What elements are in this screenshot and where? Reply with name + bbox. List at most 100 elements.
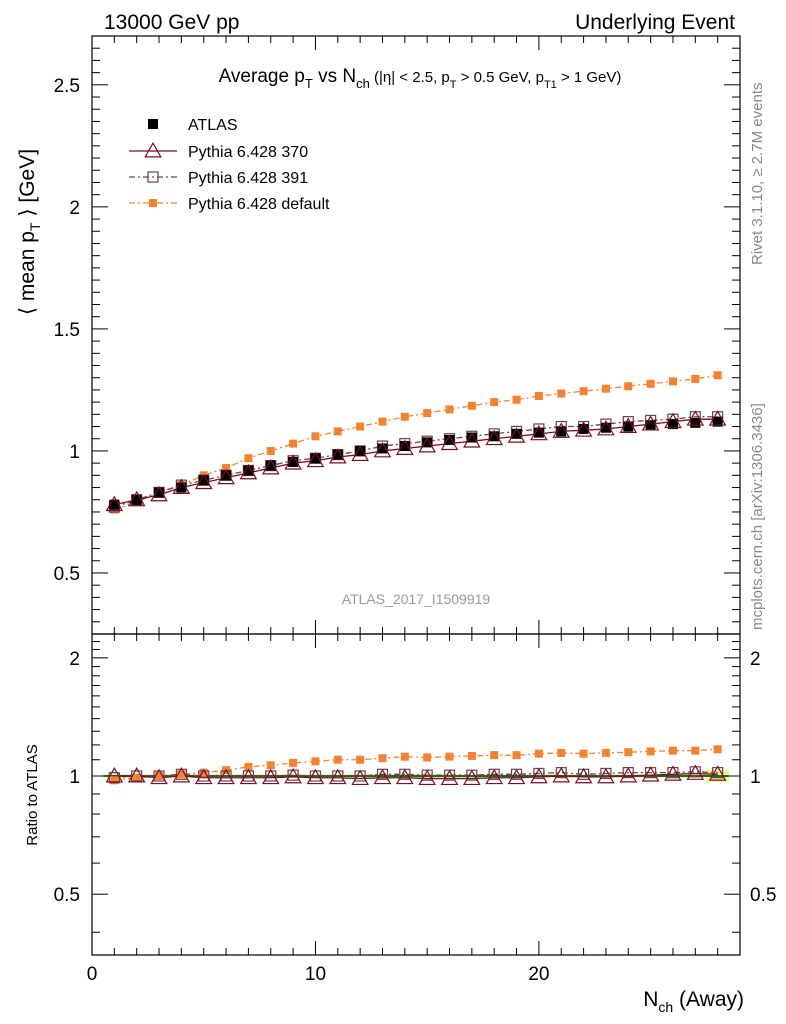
x-tick-label: 20 bbox=[528, 964, 549, 985]
ratio-marker-default bbox=[646, 747, 655, 756]
marker-atlas bbox=[198, 475, 209, 486]
marker-atlas bbox=[422, 437, 433, 448]
mcplots-label: mcplots.cern.ch [arXiv:1306.3436] bbox=[749, 403, 766, 630]
marker-atlas bbox=[377, 443, 388, 454]
marker-atlas bbox=[131, 494, 142, 505]
marker-default bbox=[668, 377, 677, 386]
plot-title: Average pT vs Nch (|η| < 2.5, pT > 0.5 G… bbox=[219, 66, 622, 91]
ratio-y-tick-label-right: 2 bbox=[750, 649, 761, 670]
y-tick-label: 1 bbox=[69, 442, 80, 463]
header-right: Underlying Event bbox=[575, 11, 735, 34]
ratio-marker-370 bbox=[686, 764, 705, 780]
ratio-marker-370 bbox=[105, 766, 124, 783]
ratio-marker-default bbox=[266, 761, 275, 770]
ratio-marker-370 bbox=[463, 769, 481, 786]
marker-default bbox=[378, 417, 387, 426]
marker-default bbox=[289, 439, 298, 448]
marker-atlas bbox=[712, 416, 723, 427]
legend-label: Pythia 6.428 370 bbox=[188, 144, 308, 161]
marker-370 bbox=[418, 437, 437, 453]
header-left: 13000 GeV pp bbox=[104, 11, 239, 34]
ratio-marker-370 bbox=[485, 768, 504, 785]
x-tick-label: 10 bbox=[305, 964, 326, 985]
y-axis-label-sub: T bbox=[27, 222, 43, 231]
ratio-line-391 bbox=[114, 771, 718, 779]
marker-370 bbox=[328, 448, 347, 464]
marker-370 bbox=[619, 417, 638, 433]
marker-atlas bbox=[489, 431, 500, 442]
title-cuts-b-sub: T1 bbox=[544, 79, 557, 91]
ratio-y-tick-label: 2 bbox=[69, 649, 80, 670]
ratio-marker-370 bbox=[172, 766, 191, 783]
ratio-y-tick-label: 0.5 bbox=[54, 885, 80, 906]
marker-default bbox=[311, 432, 320, 441]
marker-370 bbox=[150, 485, 168, 502]
ratio-marker-370 bbox=[351, 769, 369, 786]
ratio-marker-370 bbox=[306, 768, 325, 785]
ratio-marker-370 bbox=[239, 768, 258, 785]
marker-atlas bbox=[578, 423, 589, 434]
y-axis-label-prefix: ⟨ mean p bbox=[16, 231, 39, 315]
marker-atlas bbox=[690, 417, 701, 428]
marker-370 bbox=[686, 410, 705, 426]
ratio-marker-370 bbox=[217, 768, 235, 785]
x-axis-label-main: N bbox=[643, 988, 658, 1011]
marker-atlas bbox=[154, 487, 165, 498]
marker-atlas bbox=[533, 427, 544, 438]
ratio-marker-370 bbox=[708, 765, 727, 781]
marker-370 bbox=[641, 415, 660, 431]
legend-label: Pythia 6.428 391 bbox=[188, 170, 308, 187]
marker-atlas bbox=[466, 432, 477, 443]
ratio-marker-default bbox=[467, 751, 476, 760]
ratio-y-tick-label-right: 0.5 bbox=[750, 885, 776, 906]
legend-label: Pythia 6.428 default bbox=[188, 196, 330, 213]
ratio-y-axis-label: Ratio to ATLAS bbox=[24, 744, 41, 845]
marker-default bbox=[512, 395, 521, 404]
x-axis-label-sub: ch bbox=[658, 999, 673, 1015]
marker-default bbox=[400, 412, 409, 421]
title-main-sub: T bbox=[305, 76, 313, 91]
ratio-marker-370 bbox=[150, 768, 168, 785]
ratio-marker-default bbox=[423, 753, 432, 762]
marker-370 bbox=[306, 451, 325, 468]
ratio-frame bbox=[91, 633, 741, 956]
ratio-marker-default bbox=[445, 752, 454, 761]
marker-370 bbox=[261, 459, 280, 475]
marker-370 bbox=[440, 434, 459, 451]
ratio-marker-370 bbox=[664, 765, 682, 781]
ratio-marker-default bbox=[400, 752, 409, 761]
ratio-marker-370 bbox=[530, 767, 548, 784]
marker-atlas bbox=[556, 426, 567, 437]
marker-atlas bbox=[332, 449, 343, 460]
main-panel: 0.5 1 1.5 2 2.5 bbox=[54, 35, 741, 635]
ratio-marker-370 bbox=[127, 766, 146, 783]
ratio-marker-370 bbox=[284, 767, 302, 784]
marker-370 bbox=[373, 441, 392, 458]
legend-marker-atlas bbox=[148, 119, 158, 129]
marker-atlas bbox=[667, 419, 678, 430]
marker-370 bbox=[552, 422, 571, 438]
marker-370 bbox=[395, 439, 414, 455]
marker-370 bbox=[507, 427, 526, 443]
marker-default bbox=[244, 454, 253, 463]
marker-370 bbox=[530, 424, 548, 441]
ratio-marker-370 bbox=[418, 769, 437, 786]
y-tick-label: 2.5 bbox=[54, 76, 80, 97]
ratio-marker-default bbox=[289, 758, 298, 767]
marker-default bbox=[713, 371, 722, 380]
ratio-line-default bbox=[114, 748, 718, 781]
marker-370 bbox=[463, 432, 481, 448]
ratio-marker-default bbox=[557, 748, 566, 757]
marker-370 bbox=[239, 463, 258, 480]
marker-atlas bbox=[399, 441, 410, 452]
marker-default bbox=[222, 464, 231, 473]
series-line-391 bbox=[114, 416, 718, 508]
ratio-marker-default bbox=[356, 755, 365, 764]
marker-370 bbox=[217, 468, 235, 485]
series-line-default bbox=[114, 374, 718, 511]
marker-370 bbox=[574, 421, 593, 437]
ratio-marker-default bbox=[378, 754, 387, 763]
title-cuts-c: > 1 GeV) bbox=[557, 69, 622, 86]
marker-atlas bbox=[645, 420, 656, 431]
x-tick-label: 0 bbox=[87, 964, 98, 985]
